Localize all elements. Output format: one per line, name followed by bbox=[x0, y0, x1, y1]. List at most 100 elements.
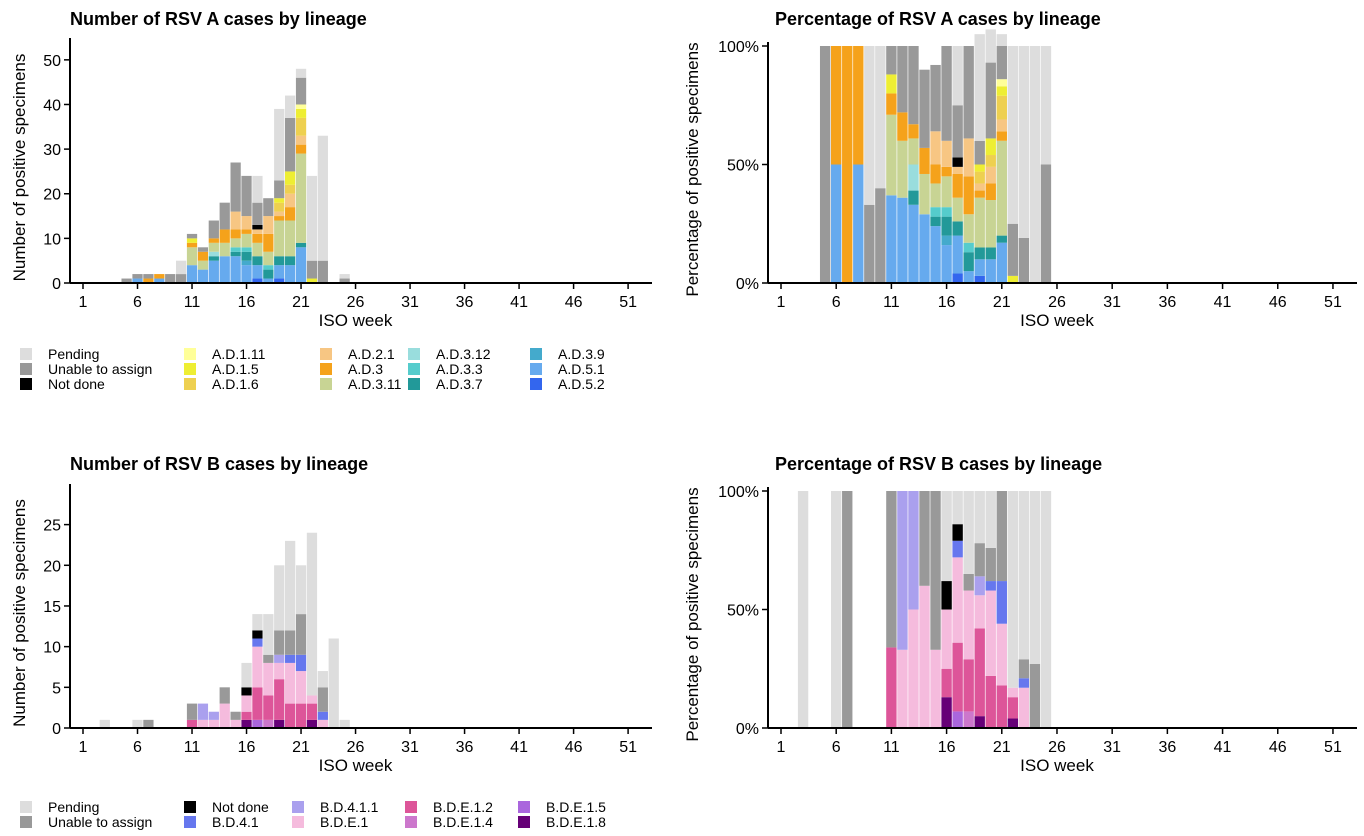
bar-a-d-5-1-week-20 bbox=[985, 259, 996, 283]
x-tick-label: 21 bbox=[292, 739, 310, 756]
bar-pending-week-23 bbox=[317, 671, 328, 688]
bar-pending-week-17 bbox=[252, 614, 263, 631]
y-tick-label: 5 bbox=[52, 680, 61, 697]
legend-swatch-not-done bbox=[184, 801, 196, 813]
bar-a-d-3-9-week-16 bbox=[241, 260, 252, 266]
bar-pending-week-24 bbox=[1029, 46, 1041, 283]
legend-label-a-d-3-3: A.D.3.3 bbox=[436, 361, 483, 377]
bar-b-d-e-1-week-15 bbox=[930, 649, 941, 728]
bar-a-d-2-1-week-19 bbox=[974, 183, 985, 191]
bar-a-d-3-week-20 bbox=[285, 207, 296, 221]
x-axis-label: ISO week bbox=[1020, 311, 1094, 330]
bar-b-d-4-1-1-week-13 bbox=[208, 711, 219, 720]
bar-a-d-5-1-week-15 bbox=[930, 226, 941, 283]
bar-b-d-e-1-2-week-22 bbox=[306, 703, 318, 720]
bar-b-d-4-1-week-21 bbox=[996, 581, 1007, 624]
bar-b-d-e-1-week-17 bbox=[952, 557, 963, 643]
legend-label-a-d-3: A.D.3 bbox=[348, 361, 383, 377]
legend-label-a-d-3-9: A.D.3.9 bbox=[558, 346, 605, 362]
bar-unable-to-assign-week-22 bbox=[1007, 223, 1019, 276]
x-tick-label: 46 bbox=[1269, 739, 1287, 756]
x-tick-label: 26 bbox=[1048, 294, 1066, 311]
legend-swatch-a-d-2-1 bbox=[320, 348, 332, 360]
x-tick-label: 6 bbox=[832, 739, 841, 756]
bar-a-d-1-5-week-19 bbox=[974, 164, 985, 172]
bar-b-d-e-1-week-13 bbox=[908, 609, 919, 728]
bar-unable-to-assign-week-19 bbox=[974, 140, 985, 165]
bar-b-d-e-1-week-18 bbox=[963, 590, 974, 660]
bar-b-d-e-1-week-19 bbox=[974, 595, 985, 629]
y-tick-label: 20 bbox=[43, 187, 61, 204]
legend-label-a-d-3-12: A.D.3.12 bbox=[436, 346, 491, 362]
bar-unable-to-assign-week-22 bbox=[306, 260, 318, 279]
legend-label-a-d-3-11: A.D.3.11 bbox=[348, 376, 402, 392]
bar-a-d-2-1-week-21 bbox=[996, 119, 1007, 132]
legend-label-pending: Pending bbox=[48, 346, 99, 362]
bar-unable-to-assign-week-20 bbox=[985, 547, 996, 582]
bar-a-d-3-7-week-16 bbox=[941, 216, 952, 236]
bar-a-d-2-1-week-16 bbox=[941, 140, 952, 167]
bar-unable-to-assign-week-16 bbox=[941, 46, 952, 141]
x-tick-label: 16 bbox=[938, 739, 956, 756]
bar-pending-week-24 bbox=[328, 638, 339, 728]
x-tick-label: 26 bbox=[347, 294, 365, 311]
bar-b-d-e-1-2-week-22 bbox=[1007, 697, 1019, 719]
title-rsv-a-percent: Percentage of RSV A cases by lineage bbox=[775, 9, 1101, 29]
bar-a-d-2-1-week-17 bbox=[952, 166, 963, 174]
bar-unable-to-assign-week-10 bbox=[175, 274, 187, 283]
bar-a-d-3-11-week-15 bbox=[930, 183, 941, 208]
x-tick-label: 11 bbox=[883, 294, 900, 311]
bar-a-d-3-11-week-16 bbox=[941, 176, 952, 208]
bar-b-d-e-1-8-week-22 bbox=[306, 719, 318, 728]
bar-a-d-3-week-15 bbox=[930, 164, 941, 184]
y-tick-label: 25 bbox=[43, 518, 61, 535]
x-tick-label: 1 bbox=[777, 739, 786, 756]
bar-pending-week-25 bbox=[1040, 46, 1052, 165]
bars bbox=[99, 532, 350, 728]
bar-a-d-3-7-week-19 bbox=[974, 247, 985, 260]
bar-pending-week-22 bbox=[306, 175, 318, 261]
bar-a-d-1-5-week-11 bbox=[886, 74, 897, 94]
rsv-a-percent-plot: 1 6 11 16 21 26 31 36 41 46 510%50%100%ISO weekPer… bbox=[683, 29, 1357, 330]
bar-unable-to-assign-week-14 bbox=[919, 491, 930, 586]
bar-b-d-e-1-5-week-17 bbox=[252, 719, 263, 728]
x-tick-label: 51 bbox=[619, 294, 637, 311]
bar-not-done-week-17 bbox=[952, 157, 963, 167]
bar-pending-week-10 bbox=[175, 260, 187, 275]
bar-a-d-3-11-week-15 bbox=[230, 238, 241, 248]
legend-swatch-b-d-e-1-5 bbox=[518, 801, 530, 813]
bar-a-d-1-11-week-21 bbox=[295, 104, 307, 109]
legend-swatch-b-d-e-1-4 bbox=[405, 816, 417, 828]
bar-unable-to-assign-week-19 bbox=[274, 180, 285, 199]
bar-not-done-week-17 bbox=[252, 224, 263, 230]
legend-label-b-d-e-1-2: B.D.E.1.2 bbox=[433, 799, 493, 815]
bar-a-d-3-week-7 bbox=[143, 278, 154, 283]
bar-b-d-4-1-week-20 bbox=[285, 654, 296, 663]
bar-a-d-5-1-week-8 bbox=[853, 164, 864, 283]
bar-pending-week-10 bbox=[875, 46, 886, 189]
y-tick-label: 10 bbox=[43, 231, 61, 248]
legend-swatch-b-d-4-1-1 bbox=[292, 801, 304, 813]
x-tick-label: 21 bbox=[993, 739, 1011, 756]
bar-b-d-e-1-2-week-17 bbox=[252, 687, 263, 720]
bar-unable-to-assign-week-10 bbox=[875, 188, 886, 283]
x-tick-label: 41 bbox=[1214, 294, 1232, 311]
y-axis-label: Number of positive specimens bbox=[10, 54, 29, 282]
bar-a-d-3-11-week-13 bbox=[208, 242, 219, 252]
bar-a-d-3-11-week-12 bbox=[897, 140, 908, 198]
bar-unable-to-assign-week-23 bbox=[317, 687, 328, 712]
bar-a-d-3-11-week-16 bbox=[241, 233, 252, 248]
bar-a-d-2-1-week-19 bbox=[274, 211, 285, 217]
bar-a-d-3-7-week-15 bbox=[930, 216, 941, 227]
legend-swatch-a-d-5-2 bbox=[530, 378, 542, 390]
bar-unable-to-assign-week-18 bbox=[263, 654, 274, 663]
bar-a-d-3-week-21 bbox=[996, 131, 1007, 141]
bar-unable-to-assign-week-5 bbox=[819, 46, 831, 283]
x-tick-label: 31 bbox=[401, 294, 419, 311]
x-tick-label: 41 bbox=[510, 294, 528, 311]
bar-b-d-e-1-2-week-16 bbox=[241, 711, 252, 720]
bar-pending-week-21 bbox=[295, 68, 307, 78]
bar-pending-week-21 bbox=[996, 34, 1007, 46]
y-tick-label: 20 bbox=[43, 558, 61, 575]
